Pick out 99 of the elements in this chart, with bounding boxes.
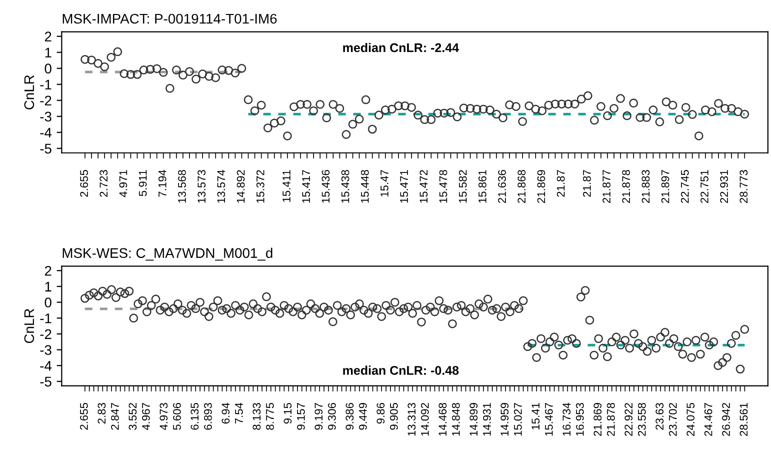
x-tick-label: 21.878 — [622, 170, 630, 203]
x-tick-label: 14.959 — [500, 403, 509, 436]
x-tick-label: 21.869 — [594, 403, 602, 436]
x-tick-label: 15.467 — [544, 403, 553, 436]
x-tick-label: 6.135 — [190, 402, 199, 430]
x-tick-label: 13.568 — [178, 170, 186, 203]
x-tick-label: 15.471 — [400, 170, 408, 203]
x-tick-label: 14.892 — [236, 170, 245, 203]
x-tick-label: 2.655 — [80, 402, 88, 430]
x-tick-label: 23.558 — [638, 402, 646, 436]
y-axis-title: CnLR — [24, 75, 34, 110]
x-tick-label: 21.877 — [602, 170, 610, 203]
x-tick-label: 8.133 — [252, 402, 261, 430]
x-tick-label: 21.636 — [498, 170, 506, 203]
x-tick-label: 9.157 — [297, 403, 305, 430]
x-tick-label: 21.897 — [661, 170, 670, 203]
x-tick-label: 15.372 — [256, 170, 264, 203]
x-tick-label: 13.574 — [217, 170, 226, 203]
y-tick-label: -3 — [40, 345, 52, 355]
y-tick-label: -4 — [40, 361, 52, 371]
x-tick-label: 6.893 — [204, 402, 212, 430]
x-tick-label: 15.411 — [282, 170, 290, 202]
x-tick-label: 15.438 — [341, 170, 350, 203]
x-tick-label: 4.967 — [142, 403, 150, 430]
x-tick-label: 8.775 — [266, 402, 274, 430]
x-tick-label: 14.899 — [470, 403, 478, 436]
y-tick-label: -3 — [40, 112, 52, 122]
y-tick-label: 1 — [45, 48, 52, 58]
x-tick-label: 21.868 — [518, 170, 526, 203]
x-tick-label: 15.478 — [439, 170, 448, 203]
x-tick-label: 23.63 — [656, 402, 664, 430]
y-axis-title: CnLR — [24, 308, 34, 344]
x-tick-label: 2.83 — [98, 402, 106, 424]
x-tick-label: 21.87 — [556, 170, 565, 197]
x-tick-label: 6.94 — [222, 402, 230, 424]
y-tick-label: -1 — [40, 80, 52, 90]
chart-title: MSK-WES: C_MA7WDN_M001_d — [62, 248, 272, 261]
x-tick-label: 28.773 — [740, 170, 748, 203]
x-tick-label: 2.723 — [100, 170, 108, 197]
y-tick-label: 2 — [44, 266, 52, 276]
x-tick-label: 15.582 — [458, 170, 467, 203]
x-tick-label: 9.386 — [346, 402, 354, 430]
x-tick-label: 22.751 — [700, 170, 708, 203]
x-tick-label: 9.905 — [390, 402, 398, 430]
x-tick-label: 14.092 — [420, 403, 429, 436]
x-tick-label: 9.449 — [358, 403, 367, 430]
x-tick-label: 24.467 — [704, 403, 712, 436]
x-tick-label: 15.027 — [514, 403, 522, 436]
y-tick-label: 2 — [44, 32, 52, 42]
x-tick-label: 22.745 — [680, 170, 689, 203]
x-tick-label: 21.878 — [606, 402, 615, 436]
x-tick-label: 2.655 — [80, 170, 88, 197]
x-tick-label: 21.883 — [642, 170, 650, 203]
y-tick-label: 1 — [45, 282, 52, 292]
x-tick-label: 5.911 — [138, 170, 147, 196]
x-tick-label: 16.734 — [562, 402, 571, 436]
x-tick-label: 15.436 — [322, 170, 330, 203]
x-tick-label: 15.417 — [302, 170, 310, 203]
y-tick-label: -5 — [40, 144, 52, 154]
x-tick-label: 4.973 — [160, 402, 168, 430]
x-tick-label: 9.15 — [284, 402, 292, 424]
x-tick-label: 13.313 — [408, 402, 416, 436]
x-tick-label: 7.194 — [158, 170, 166, 197]
x-tick-label: 16.953 — [576, 402, 584, 436]
chart-title: MSK-IMPACT: P-0019114-T01-IM6 — [62, 14, 277, 24]
x-tick-label: 22.922 — [624, 403, 633, 436]
x-tick-label: 14.848 — [452, 402, 460, 436]
y-tick-label: 0 — [44, 64, 52, 74]
y-tick-label: -4 — [40, 128, 52, 138]
y-tick-label: -1 — [40, 314, 52, 324]
x-tick-label: 15.472 — [420, 170, 428, 203]
x-tick-label: 14.468 — [438, 402, 447, 436]
x-tick-label: 7.54 — [235, 402, 243, 424]
x-tick-label: 4.971 — [119, 170, 128, 198]
x-tick-label: 13.573 — [198, 170, 206, 203]
x-tick-label: 9.306 — [328, 402, 336, 430]
x-tick-label: 28.561 — [740, 403, 748, 436]
x-tick-label: 5.606 — [173, 402, 181, 430]
x-tick-label: 9.197 — [314, 403, 323, 430]
x-tick-label: 21.87 — [582, 170, 591, 197]
x-tick-label: 2.847 — [111, 403, 119, 430]
y-tick-label: -5 — [40, 376, 52, 387]
x-tick-label: 14.931 — [482, 403, 491, 436]
y-tick-label: 0 — [44, 298, 52, 308]
annotation: median CnLR: -0.48 — [343, 366, 459, 375]
x-tick-label: 3.552 — [128, 403, 137, 430]
x-tick-label: 24.075 — [686, 402, 695, 436]
x-tick-label: 15.47 — [380, 170, 388, 196]
y-tick-label: -2 — [40, 329, 52, 339]
x-tick-label: 22.931 — [720, 170, 728, 203]
x-tick-label: 21.869 — [537, 170, 546, 203]
x-tick-label: 26.942 — [722, 403, 730, 436]
x-tick-label: 15.41 — [532, 403, 540, 430]
y-tick-label: -2 — [40, 96, 52, 106]
x-tick-label: 15.861 — [478, 170, 486, 203]
x-tick-label: 9.86 — [376, 402, 385, 424]
x-tick-label: 23.702 — [668, 403, 677, 436]
annotation: median CnLR: -2.44 — [343, 42, 459, 52]
x-tick-label: 15.448 — [360, 170, 369, 203]
